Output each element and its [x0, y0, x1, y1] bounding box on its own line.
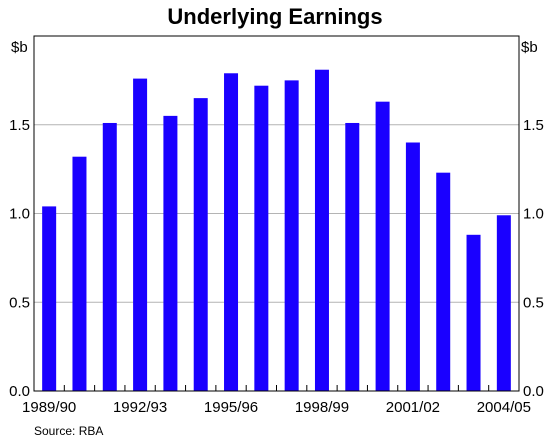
bar-1998-99 [314, 69, 329, 391]
y-tick-label-right: 0.5 [523, 294, 544, 311]
source-note: Source: RBA [34, 424, 104, 438]
bar-2002-03 [436, 172, 451, 391]
bar-2003-04 [466, 234, 481, 391]
y-unit-left: $b [11, 39, 28, 56]
y-tick-label-right: 1.5 [523, 117, 544, 134]
bar-1990-91 [72, 156, 87, 391]
bar-1997-98 [284, 80, 299, 391]
bar-2001-02 [405, 142, 420, 391]
tick-marks [63, 385, 490, 391]
y-tick-label-right: 0.0 [523, 383, 544, 400]
bars [42, 69, 511, 392]
x-tick-label: 1995/96 [204, 399, 258, 416]
bar-2004-05 [496, 215, 511, 391]
y-tick-label-left: 0.5 [9, 294, 30, 311]
bar-1999-00 [345, 122, 360, 391]
bar-2000-01 [375, 101, 390, 392]
x-tick-label: 1992/93 [113, 399, 167, 416]
bar-1995-96 [224, 73, 239, 392]
x-tick-label: 2004/05 [477, 399, 531, 416]
bar-1993-94 [163, 115, 178, 391]
y-tick-label-left: 1.0 [9, 206, 30, 223]
bar-1994-95 [193, 98, 208, 391]
bar-1996-97 [254, 85, 269, 391]
x-tick-label: 1998/99 [295, 399, 349, 416]
x-tick-label: 1989/90 [22, 399, 76, 416]
bar-1991-92 [102, 122, 117, 391]
y-tick-label-right: 1.0 [523, 206, 544, 223]
x-tick-label: 2001/02 [386, 399, 440, 416]
y-unit-right: $b [521, 39, 538, 56]
chart-title: Underlying Earnings [167, 4, 383, 29]
y-tick-label-left: 0.0 [9, 383, 30, 400]
tick-labels: 0.0 0.0 0.5 0.5 1.0 1.0 1.5 1.5 1989/90 1992/93 19… [9, 117, 544, 416]
bar-1992-93 [133, 78, 148, 391]
y-tick-label-left: 1.5 [9, 117, 30, 134]
bar-1989-90 [42, 206, 57, 391]
